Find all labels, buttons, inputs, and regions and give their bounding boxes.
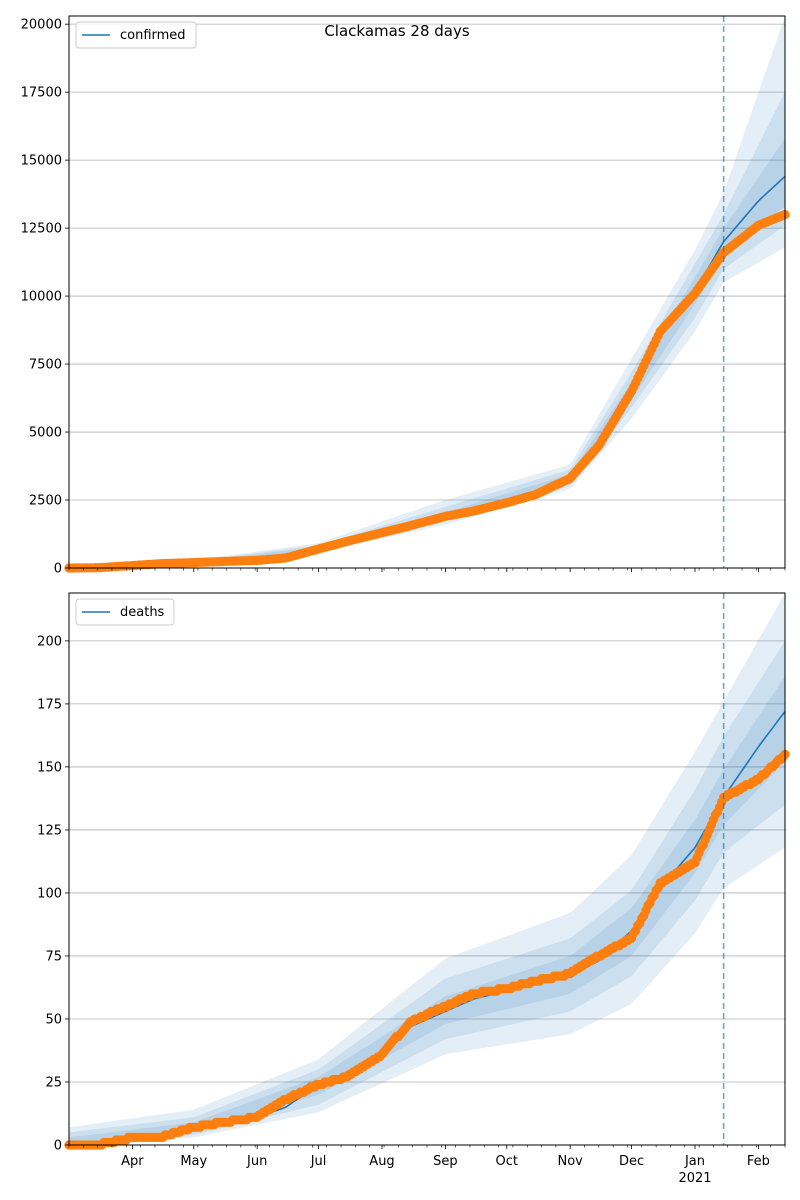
y-tick-label: 17500: [21, 86, 62, 101]
x-tick-label: Oct: [496, 1154, 518, 1169]
y-tick-label: 7500: [29, 358, 62, 373]
legend-label-deaths: deaths: [120, 605, 165, 620]
x-year-label: 2021: [678, 1171, 711, 1186]
y-tick-label: 75: [45, 949, 62, 964]
y-tick-label: 200: [37, 634, 62, 649]
x-tick-label: Dec: [619, 1154, 644, 1169]
x-tick-label: Jan: [684, 1154, 705, 1169]
deaths-observed-points: [64, 749, 790, 1150]
y-tick-label: 150: [37, 760, 62, 775]
y-tick-label: 15000: [21, 154, 62, 169]
confirmed-x-axis: [68, 568, 786, 572]
x-tick-label: Apr: [121, 1154, 144, 1169]
band-mid: [69, 640, 785, 1145]
y-tick-label: 0: [54, 562, 62, 577]
x-tick-label: Aug: [369, 1154, 394, 1169]
y-tick-label: 0: [54, 1139, 62, 1154]
legend-label-confirmed: confirmed: [120, 28, 186, 43]
y-tick-label: 50: [45, 1012, 62, 1027]
x-tick-label: Feb: [747, 1154, 770, 1169]
y-tick-label: 20000: [21, 18, 62, 33]
x-tick-label: Sep: [433, 1154, 458, 1169]
legend-box: [75, 21, 197, 49]
y-tick-label: 12500: [21, 222, 62, 237]
legend-box: [75, 598, 175, 626]
y-tick-label: 25: [45, 1075, 62, 1090]
y-tick-label: 175: [37, 697, 62, 712]
y-tick-label: 5000: [29, 426, 62, 441]
confirmed-legend: confirmed: [75, 21, 197, 49]
chart-title: Clackamas 28 days: [324, 22, 470, 40]
confirmed-y-axis: 0 2500 5000 7500 10000 12500 15000 17500 20000: [21, 18, 69, 577]
x-tick-label: Jun: [246, 1154, 267, 1169]
y-tick-label: 100: [37, 886, 62, 901]
x-tick-label: Nov: [558, 1154, 584, 1169]
y-tick-label: 125: [37, 823, 62, 838]
deaths-plot-area: [69, 593, 785, 1145]
deaths-x-axis: Apr May Jun Jul Aug Sep Oct Nov Dec Jan Feb 2021: [68, 1145, 786, 1186]
band-outer: [69, 593, 785, 1145]
confirmed-panel: 0 2500 5000 7500 10000 12500 15000 17500 20000 C…: [21, 15, 790, 577]
confirmed-observed-points: [64, 209, 790, 573]
deaths-panel: 0 25 50 75 100 125 150 175 200 Apr May Jun Jul Aug Se…: [37, 592, 790, 1186]
x-tick-label: Jul: [310, 1154, 327, 1169]
deaths-legend: deaths: [75, 598, 175, 626]
x-tick-label: May: [180, 1154, 207, 1169]
deaths-y-axis: 0 25 50 75 100 125 150 175 200: [37, 634, 69, 1154]
y-tick-label: 10000: [21, 290, 62, 305]
y-tick-label: 2500: [29, 494, 62, 509]
confirmed-plot-area: [69, 16, 785, 568]
